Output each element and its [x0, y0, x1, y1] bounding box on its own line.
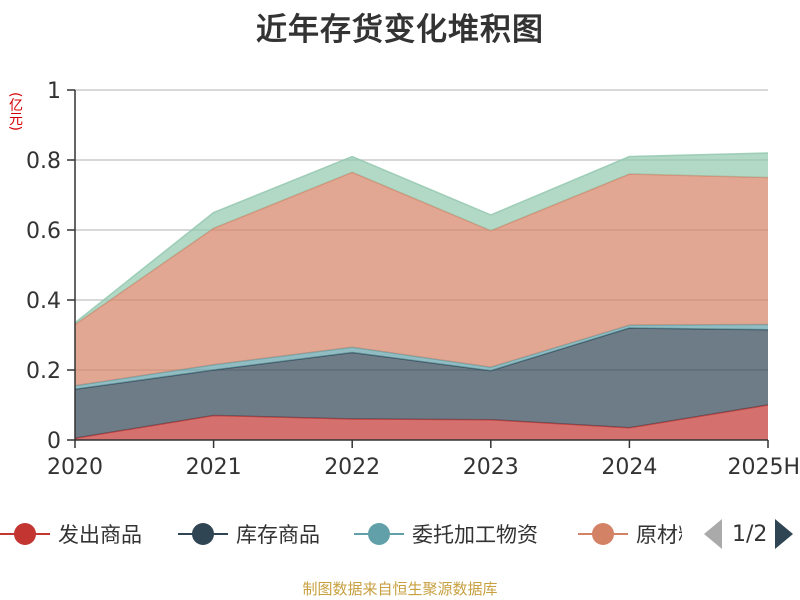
legend-marker-icon [354, 522, 404, 546]
legend-item-label: 原材料 [636, 523, 682, 547]
legend-marker-icon [178, 522, 228, 546]
legend-item-outsourced-materials[interactable]: 委托加工物资 [354, 512, 538, 556]
chart-title: 近年存货变化堆积图 [256, 12, 544, 48]
y-tick-label: 1 [47, 79, 61, 104]
series-line-4 [74, 152, 769, 324]
legend-marker-icon [578, 522, 628, 546]
area-series-0[interactable] [75, 405, 768, 440]
legend-item-label: 委托加工物资 [412, 523, 538, 547]
y-tick-label: 0.2 [26, 359, 61, 384]
y-axis-unit-label: (亿元) [7, 92, 23, 131]
area-series-3[interactable] [75, 172, 768, 386]
x-tick-label: 2022 [324, 455, 380, 480]
next-page-icon[interactable] [775, 519, 794, 549]
legend-item-shipped-goods[interactable]: 发出商品 [0, 512, 142, 556]
x-tick-label: 2023 [463, 455, 519, 480]
previous-page-icon[interactable] [704, 519, 722, 549]
legend-item-stock-goods[interactable]: 库存商品 [178, 512, 320, 556]
area-series-4[interactable] [75, 153, 768, 325]
legend-item-raw-materials[interactable]: 原材料 [578, 512, 682, 556]
legend-pager: 1/2 [700, 516, 800, 552]
y-tick-label: 0.8 [26, 149, 61, 174]
x-tick-label: 2020 [47, 455, 103, 480]
source-note: 制图数据来自恒生聚源数据库 [302, 580, 498, 598]
axes [67, 89, 769, 448]
x-tick-label: 2021 [186, 455, 242, 480]
legend-item-label: 库存商品 [236, 523, 320, 547]
x-tick-label: 2025H [727, 455, 800, 480]
x-tick-label: 2024 [601, 455, 657, 480]
legend-item-label: 发出商品 [58, 523, 142, 547]
legend-page-indicator: 1/2 [732, 521, 768, 547]
legend: 发出商品 库存商品 委托加工物资 原材料 [0, 512, 682, 556]
tick-labels: 0 0.2 0.4 0.6 0.8 1 2020 2021 2022 2023 2024 2025H [26, 79, 800, 480]
y-tick-label: 0.4 [26, 289, 61, 314]
y-tick-label: 0 [47, 429, 61, 454]
legend-marker-icon [0, 522, 50, 546]
area-series [74, 152, 769, 440]
area-series-1[interactable] [75, 328, 768, 439]
y-tick-label: 0.6 [26, 219, 61, 244]
